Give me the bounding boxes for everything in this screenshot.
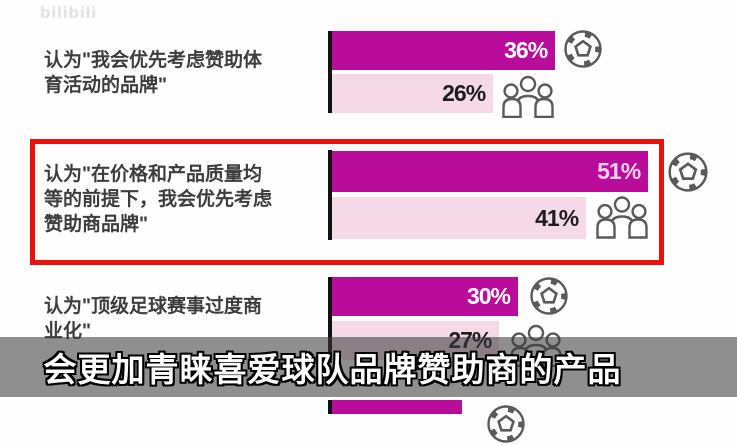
label-line: 育活动的品牌" xyxy=(44,75,168,96)
subtitle-text: 会更加青睐喜爱球队品牌赞助商的产品 xyxy=(43,351,622,388)
people-group-icon xyxy=(502,75,554,118)
bar-people-1: 26% xyxy=(332,74,494,113)
question-label-2: 认为"在价格和产品质量均 等的前提下，我会优先考虑 赞助商品牌" xyxy=(44,162,329,237)
label-line: 认为"我会优先考虑赞助体 xyxy=(44,50,263,71)
bar-value-label: 36% xyxy=(504,37,548,63)
bar-value-label: 41% xyxy=(535,204,579,231)
axis-line-1 xyxy=(328,31,332,113)
bar-football-2: 51% xyxy=(332,151,649,192)
axis-line-2 xyxy=(328,150,332,240)
football-icon xyxy=(485,403,527,445)
bar-value-label: 26% xyxy=(442,80,486,106)
label-line: 认为"顶级足球赛事过度商 xyxy=(44,296,263,317)
bar-football-1: 36% xyxy=(332,31,556,70)
axis-line-4 xyxy=(328,400,332,414)
highlight-box xyxy=(30,139,664,265)
axis-line-3 xyxy=(328,277,332,363)
video-frame: { "watermark": "bilibili", "subtitle_ove… xyxy=(0,3,737,414)
football-icon xyxy=(562,28,604,70)
bar-football-3: 30% xyxy=(332,277,518,316)
question-label-1: 认为"我会优先考虑赞助体 育活动的品牌" xyxy=(44,48,329,98)
label-line: 等的前提下，我会优先考虑 xyxy=(44,189,273,210)
bilibili-watermark: bilibili xyxy=(40,3,98,22)
label-line: 认为"在价格和产品质量均 xyxy=(44,164,263,185)
question-label-3: 认为"顶级足球赛事过度商 业化" xyxy=(44,294,329,344)
football-icon xyxy=(528,275,570,317)
subtitle-overlay-band: 会更加青睐喜爱球队品牌赞助商的产品 xyxy=(0,337,737,397)
label-line: 业化" xyxy=(44,321,92,342)
bar-people-2: 41% xyxy=(332,197,587,239)
bar-football-4-partial xyxy=(332,400,462,414)
football-icon xyxy=(666,150,710,194)
label-line: 赞助商品牌" xyxy=(44,214,149,235)
bar-value-label: 51% xyxy=(597,158,641,184)
bar-value-label: 30% xyxy=(466,283,511,309)
